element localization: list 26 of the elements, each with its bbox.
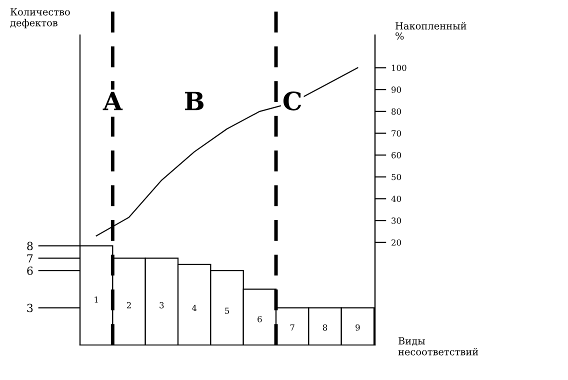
y2-tick-label: 60 (392, 152, 402, 158)
y2-tick-label: 50 (392, 174, 402, 180)
x-tick-label: 5 (225, 308, 230, 314)
y2-tick-label: 20 (392, 239, 402, 246)
y2-axis-title: Накопленный % (396, 22, 466, 40)
x-tick-label: 4 (192, 304, 197, 312)
annotation: A (102, 92, 123, 110)
x-tick-label: 8 (322, 324, 328, 331)
y-tick-label: 7 (27, 254, 33, 262)
x-tick-label: 1 (94, 296, 98, 303)
x-axis-title: Виды несоответствий (398, 337, 478, 356)
y2-tick-label: 100 (392, 64, 406, 72)
y-axis-title: Количество дефектов (10, 8, 70, 28)
y-tick-label: 8 (27, 242, 33, 250)
x-tick-label: 3 (160, 302, 164, 308)
annotation: B (184, 92, 204, 110)
y2-tick-label: 90 (391, 86, 402, 93)
x-tick-label: 9 (356, 324, 360, 331)
y2-tick-label: 40 (391, 196, 402, 202)
y2-tick-label: 70 (392, 130, 402, 137)
annotation: C (283, 92, 302, 110)
x-tick-label: 7 (290, 324, 294, 331)
y2-tick-label: 30 (392, 218, 402, 224)
y-tick-label: 6 (27, 266, 33, 275)
y2-tick-label: 80 (392, 108, 402, 115)
x-tick-label: 2 (126, 302, 131, 308)
